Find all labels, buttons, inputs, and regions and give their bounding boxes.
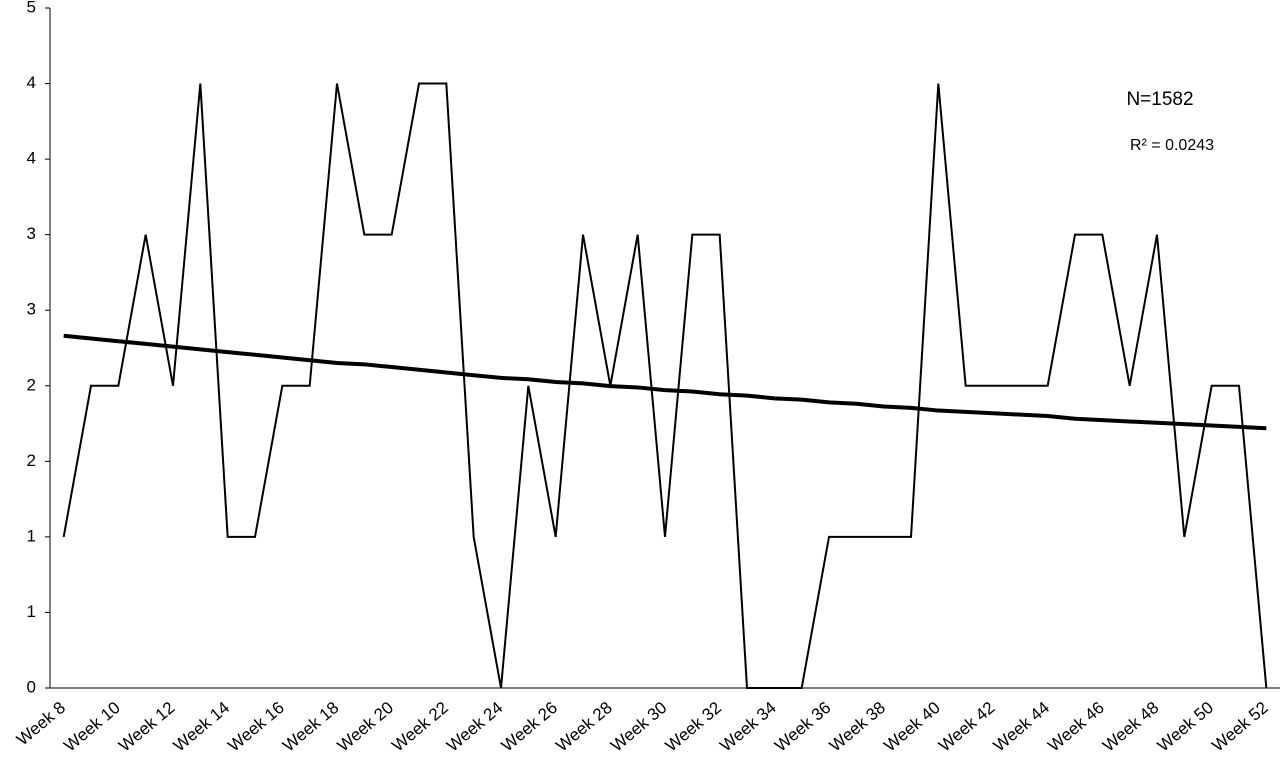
x-tick-label: Week 32 bbox=[662, 698, 725, 755]
x-tick-label: Week 50 bbox=[1154, 698, 1217, 755]
x-tick-label: Week 10 bbox=[60, 698, 123, 755]
x-tick-label: Week 22 bbox=[388, 698, 451, 755]
x-tick-label: Week 34 bbox=[716, 698, 779, 755]
data-line bbox=[62, 82, 1268, 689]
x-tick-label: Week 20 bbox=[334, 698, 397, 755]
x-tick-label: Week 46 bbox=[1044, 698, 1107, 755]
x-tick-label: Week 40 bbox=[880, 698, 943, 755]
x-tick-label: Week 18 bbox=[279, 698, 342, 755]
x-tick-label: Week 38 bbox=[826, 698, 889, 755]
y-tick-label: 5 bbox=[27, 0, 36, 16]
y-tick-label: 2 bbox=[27, 375, 36, 394]
trend-line bbox=[63, 333, 1267, 431]
x-tick-label: Week 26 bbox=[498, 698, 561, 755]
y-tick-label: 0 bbox=[27, 677, 36, 696]
y-tick-label: 3 bbox=[27, 300, 36, 319]
x-tick-label: Week 24 bbox=[443, 698, 506, 755]
x-tick-label: Week 48 bbox=[1099, 698, 1162, 755]
x-tick-label: Week 28 bbox=[552, 698, 615, 755]
x-tick-label: Week 52 bbox=[1208, 698, 1271, 755]
x-tick-label: Week 44 bbox=[990, 698, 1053, 755]
y-tick-label: 1 bbox=[27, 602, 36, 621]
x-tick-label: Week 14 bbox=[170, 698, 233, 755]
y-tick-label: 2 bbox=[27, 451, 36, 470]
annotation: N=1582 bbox=[1126, 89, 1193, 110]
y-tick-label: 3 bbox=[27, 224, 36, 243]
x-tick-label: Week 42 bbox=[935, 698, 998, 755]
x-tick-label: Week 36 bbox=[771, 698, 834, 755]
x-tick-label: Week 12 bbox=[115, 698, 178, 755]
y-tick-label: 4 bbox=[27, 73, 36, 92]
y-tick-label: 4 bbox=[27, 149, 36, 168]
annotation: R² = 0.0243 bbox=[1130, 137, 1214, 154]
y-tick-label: 1 bbox=[27, 526, 36, 545]
x-tick-label: Week 30 bbox=[607, 698, 670, 755]
x-tick-label: Week 16 bbox=[224, 698, 287, 755]
